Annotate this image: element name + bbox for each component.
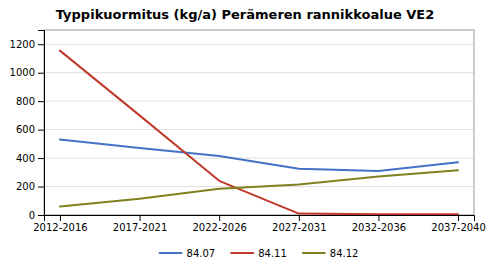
axis-line — [38, 31, 45, 216]
legend-label: 84.12 — [330, 248, 359, 259]
lines — [60, 51, 458, 215]
grid-line — [44, 158, 474, 159]
y-tick-mark — [38, 215, 44, 216]
y-tick: 0 — [29, 210, 44, 221]
x-tick-mark — [219, 215, 220, 221]
series-line — [60, 51, 458, 215]
y-tick-label: 1200 — [10, 39, 35, 50]
y-tick-mark — [38, 73, 44, 74]
grid — [44, 44, 474, 215]
x-tick: 2027-2031 — [272, 215, 327, 233]
legend-item: 84.11 — [231, 248, 287, 259]
legend-swatch — [303, 252, 325, 254]
grid-line — [44, 72, 474, 73]
y-tick: 1000 — [10, 67, 44, 78]
x-tick-mark — [378, 215, 379, 221]
y-tick: 800 — [16, 96, 44, 107]
y-tick: 600 — [16, 124, 44, 135]
y-tick: 1200 — [10, 39, 44, 50]
x-tick-label: 2032-2036 — [352, 222, 407, 233]
chart: Typpikuormitus (kg/a) Perämeren rannikko… — [0, 0, 490, 267]
y-tick-label: 800 — [16, 96, 35, 107]
x-tick-label: 2012-2016 — [33, 222, 88, 233]
x-tick-label: 2037-2040 — [431, 222, 486, 233]
legend-item: 84.12 — [303, 248, 359, 259]
y-tick-mark — [38, 130, 44, 131]
legend-item: 84.07 — [160, 248, 216, 259]
grid-line — [44, 101, 474, 102]
axis-line — [45, 216, 475, 222]
y-tick: 400 — [16, 153, 44, 164]
title: Typpikuormitus (kg/a) Perämeren rannikko… — [56, 7, 434, 22]
y-axis: 0 200 400 600 800 1000 1200 — [10, 31, 45, 221]
y-tick-label: 600 — [16, 124, 35, 135]
y-tick-label: 200 — [16, 181, 35, 192]
plot: 0200400600800100012002012-20162017-20212… — [10, 30, 486, 233]
x-tick: 2022-2026 — [192, 215, 247, 233]
x-tick: 2017-2021 — [113, 215, 168, 233]
x-tick-mark — [60, 215, 61, 221]
x-tick: 2037-2040 — [431, 215, 486, 233]
plot-frame — [44, 30, 474, 215]
x-tick: 2032-2036 — [352, 215, 407, 233]
series-line — [60, 170, 458, 206]
x-axis: 2012-2016 2017-2021 2022-2026 2027-2031 2032… — [33, 215, 486, 233]
x-tick-label: 2022-2026 — [192, 222, 247, 233]
legend: 84.07 84.11 84.12 — [160, 248, 359, 259]
y-tick: 200 — [16, 181, 44, 192]
legend-swatch — [160, 252, 182, 254]
grid-line — [44, 129, 474, 130]
x-tick: 2012-2016 — [33, 215, 88, 233]
series-line — [60, 140, 458, 171]
y-tick-mark — [38, 158, 44, 159]
grid-line — [44, 44, 474, 45]
x-tick-label: 2027-2031 — [272, 222, 327, 233]
y-tick-label: 400 — [16, 153, 35, 164]
legend-swatch — [231, 252, 253, 254]
y-tick-mark — [38, 101, 44, 102]
x-tick-mark — [299, 215, 300, 221]
x-tick-label: 2017-2021 — [113, 222, 168, 233]
y-tick-label: 1000 — [10, 67, 35, 78]
y-tick-mark — [38, 187, 44, 188]
y-tick-mark — [38, 44, 44, 45]
legend-label: 84.07 — [187, 248, 216, 259]
x-tick-mark — [140, 215, 141, 221]
x-tick-mark — [458, 215, 459, 221]
y-tick-label: 0 — [29, 210, 35, 221]
legend-label: 84.11 — [258, 248, 287, 259]
